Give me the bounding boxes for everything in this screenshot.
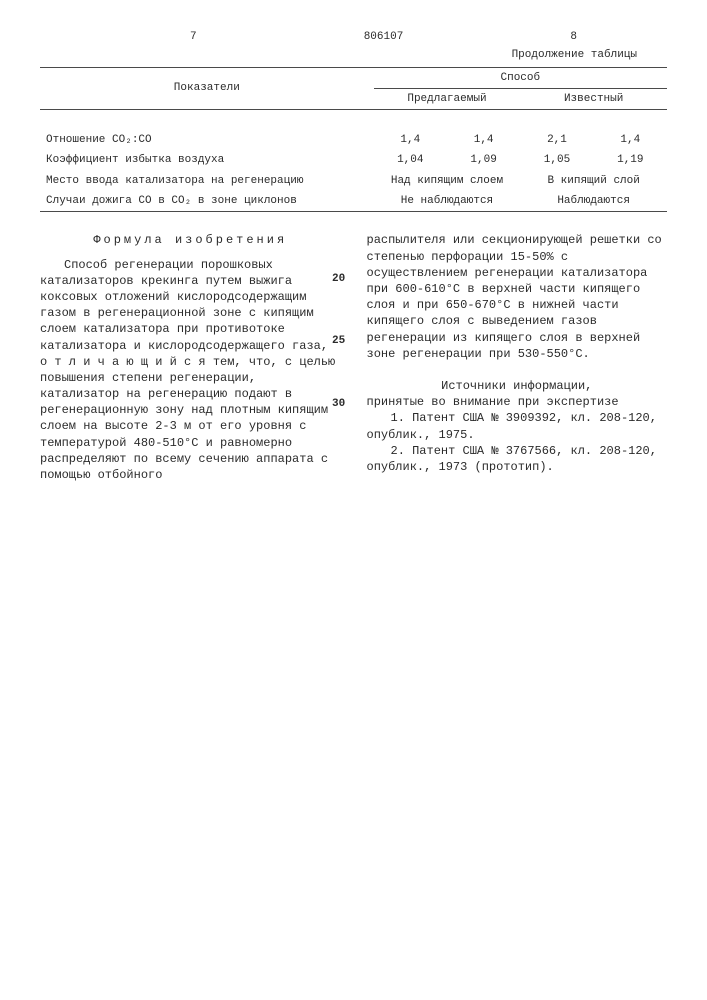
row-label: Случаи дожига CO в CO₂ в зоне циклонов (40, 191, 374, 212)
cell: 1,4 (374, 130, 447, 150)
line-number-30: 30 (332, 397, 345, 411)
row-label: Место ввода катализатора на регенерацию (40, 171, 374, 191)
col-header-method: Способ (374, 67, 667, 88)
cell: 2,1 (520, 130, 593, 150)
data-table: Показатели Способ Предлагаемый Известный… (40, 67, 667, 213)
page-number-left: 7 (190, 30, 197, 44)
body-text: распылителя или секционирующей решетки с… (367, 232, 668, 362)
left-column: Формула изобретения Способ регенерации п… (40, 232, 341, 483)
cell: В кипящий слой (520, 171, 667, 191)
cell: Над кипящим слоем (374, 171, 521, 191)
formula-heading: Формула изобретения (40, 232, 341, 248)
body-text: Способ регенерации порошковых катализато… (40, 257, 341, 484)
source-item: 1. Патент США № 3909392, кл. 208-120, оп… (367, 410, 668, 442)
line-number-25: 25 (332, 334, 345, 348)
source-item: 2. Патент США № 3767566, кл. 208-120, оп… (367, 443, 668, 475)
cell: Не наблюдаются (374, 191, 521, 212)
cell: 1,4 (594, 130, 667, 150)
cell: 1,04 (374, 150, 447, 170)
col-header-indicators: Показатели (40, 67, 374, 110)
line-number-20: 20 (332, 272, 345, 286)
table-row: Случаи дожига CO в CO₂ в зоне циклонов Н… (40, 191, 667, 212)
cell: 1,09 (447, 150, 520, 170)
row-label: Коэффициент избытка воздуха (40, 150, 374, 170)
row-label: Отношение CO₂:CO (40, 130, 374, 150)
table-caption: Продолжение таблицы (40, 48, 667, 62)
page-number-right: 8 (570, 30, 577, 44)
patent-number: 806107 (364, 30, 404, 44)
table-row: Коэффициент избытка воздуха 1,04 1,09 1,… (40, 150, 667, 170)
table-row: Отношение CO₂:CO 1,4 1,4 2,1 1,4 (40, 130, 667, 150)
subheader-known: Известный (520, 88, 667, 109)
sources-subheading: принятые во внимание при экспертизе (367, 394, 668, 410)
sources-heading: Источники информации, (367, 378, 668, 394)
table-row: Место ввода катализатора на регенерацию … (40, 171, 667, 191)
right-column: распылителя или секционирующей решетки с… (367, 232, 668, 483)
cell: Наблюдаются (520, 191, 667, 212)
cell: 1,4 (447, 130, 520, 150)
subheader-proposed: Предлагаемый (374, 88, 521, 109)
cell: 1,19 (594, 150, 667, 170)
cell: 1,05 (520, 150, 593, 170)
